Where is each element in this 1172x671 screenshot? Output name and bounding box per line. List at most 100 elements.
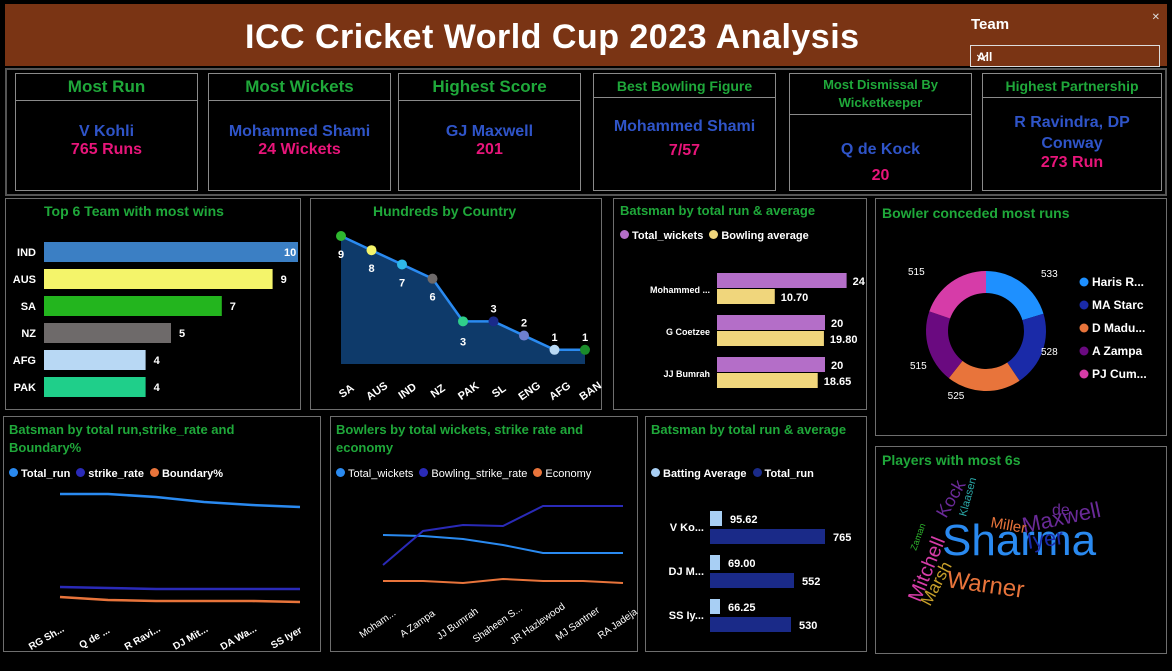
data-point	[488, 316, 499, 327]
kpi-title: Most Wickets	[209, 74, 390, 101]
kpi-name: GJ Maxwell	[445, 123, 534, 140]
bar-value-label: 5	[179, 328, 185, 340]
team-filter-dropdown[interactable]: All ⌵	[970, 45, 1160, 67]
bar	[717, 289, 775, 304]
legend-item: Boundary%	[161, 468, 224, 480]
legend-marker	[1079, 369, 1089, 379]
kpi-value: 765 Runs	[70, 141, 143, 158]
series-line	[383, 577, 624, 585]
slice-value-label: 515	[908, 267, 925, 278]
top-wins-chart: IND 10 AUS 9 SA 7 NZ 5 AFG 4 PAK 4	[13, 242, 298, 397]
series-line	[59, 595, 301, 604]
bar	[710, 555, 720, 570]
bar-value-label: 4	[154, 355, 161, 367]
bar-category-label: Mohammed ...	[650, 285, 710, 295]
data-label: 1	[551, 332, 557, 344]
data-point	[427, 273, 438, 284]
bar	[717, 373, 818, 388]
slice-value-label: 533	[1041, 269, 1058, 280]
data-label: 2	[521, 318, 527, 330]
data-label: 1	[582, 332, 588, 344]
kpi-row	[5, 68, 1167, 196]
data-label: 3	[460, 336, 466, 348]
bar-value-label: 18.65	[824, 376, 852, 388]
data-label: 8	[368, 263, 374, 275]
data-point	[549, 344, 560, 355]
word-sharma: Sharma	[942, 516, 1097, 565]
page-title: ICC Cricket World Cup 2023 Analysis	[245, 18, 860, 56]
x-tick-label: PAK	[456, 380, 481, 403]
panel-bowl-wkts-sr: Bowlers by total wickets, strike rate an…	[330, 416, 639, 652]
bowler-wickets-chart: Mohammed ... 24 10.70 G Coetzee 20 19.80 JJ Bu…	[650, 273, 866, 388]
kpi-name: Mohammed Shami	[613, 118, 756, 135]
x-tick-label: R Ravi...	[123, 624, 163, 653]
bar-value-label: 765	[833, 532, 851, 544]
header-bar: ICC Cricket World Cup 2023 Analysis Team…	[5, 4, 1167, 67]
bar-value-label: 19.80	[830, 334, 858, 346]
legend-marker	[1079, 300, 1089, 310]
chevron-down-icon: ⌵	[977, 48, 987, 63]
word-iyer: Iyer	[1025, 524, 1065, 554]
clear-filter-icon[interactable]: ✕	[1151, 12, 1160, 23]
chart-title: Hundreds by Country	[373, 203, 517, 219]
kpi-title: Most Run	[16, 74, 197, 101]
kpi-name: R Ravindra, DP Conway	[1014, 114, 1130, 152]
donut-slice	[926, 311, 963, 379]
x-tick-label: AUS	[364, 380, 390, 403]
series-line	[382, 505, 623, 566]
bar	[44, 350, 146, 370]
data-point	[519, 330, 529, 341]
panel-most-6s: Players with most 6s Sharma Maxwell Warn…	[875, 446, 1167, 654]
kpi-most-wickets: Most Wickets Mohammed Shami 24 Wickets	[208, 73, 391, 191]
bar-value-label: 69.00	[728, 558, 756, 570]
bar	[44, 323, 171, 343]
bar-category-label: DJ M...	[669, 566, 704, 578]
bar-category-label: PAK	[14, 382, 36, 394]
legend-item: PJ Cum...	[1092, 367, 1147, 381]
legend-marker	[1079, 346, 1089, 356]
data-point	[397, 259, 407, 270]
chart-title: Bowler conceded most runs	[882, 205, 1070, 221]
bar	[710, 529, 825, 544]
chart-title: Batsman by total run & average	[620, 203, 816, 218]
kpi-value: 20	[871, 167, 890, 184]
kpi-highest-partnership: Highest Partnership R Ravindra, DP Conwa…	[982, 73, 1162, 191]
x-tick-label: SL	[490, 382, 509, 400]
legend-item: Total_wickets	[632, 230, 704, 242]
bar-category-label: G Coetzee	[666, 327, 710, 337]
kpi-value: 273 Run	[1040, 154, 1104, 171]
slice-value-label: 515	[910, 361, 927, 372]
bar-category-label: SS Iy...	[669, 610, 704, 622]
kpi-value: 7/57	[668, 142, 701, 159]
bar	[710, 511, 722, 526]
x-tick-label: AFG	[547, 380, 573, 403]
chart-title: Batsman by total run & average	[651, 422, 847, 437]
legend-item: Total_run	[21, 468, 71, 480]
bar-value-label: 552	[802, 576, 820, 588]
kpi-name: V Kohli	[78, 123, 135, 140]
bar	[717, 273, 847, 288]
bar	[710, 599, 720, 614]
panel-bat-avg: Batsman by total run & average Batting A…	[645, 416, 867, 652]
panel-bowler-wickets: Batsman by total run & average Total_wic…	[613, 198, 867, 410]
bar	[44, 377, 146, 397]
chart-legend: Total_run strike_rate Boundary%	[9, 468, 223, 480]
conceded-donut-chart: 533 528 525 515 515 Haris R... MA Starc D Madu.…	[908, 267, 1147, 402]
word-warner: Warner	[945, 566, 1026, 604]
kpi-title: Highest Partnership	[983, 74, 1161, 98]
word-de: de	[1052, 502, 1070, 519]
chart-title: Batsman by total run,strike_rate and Bou…	[9, 422, 235, 455]
kpi-name: Q de Kock	[840, 141, 921, 158]
x-tick-label: DA Wa...	[219, 623, 259, 653]
donut-slice	[948, 360, 1020, 392]
data-label: 6	[429, 292, 435, 304]
kpi-title: Highest Score	[399, 74, 580, 101]
x-tick-label: RA Jadeja	[596, 606, 639, 641]
slice-value-label: 528	[1041, 347, 1058, 358]
bar-category-label: AFG	[13, 355, 36, 367]
bar-value-label: 20	[831, 360, 843, 372]
bar-value-label: 10	[284, 247, 296, 259]
panel-hundreds: Hundreds by Country 9 SA 8 AUS 7 IND 6 NZ 3 PAK 3 S…	[310, 198, 603, 410]
kpi-name: Mohammed Shami	[228, 123, 371, 140]
bar	[717, 357, 825, 372]
